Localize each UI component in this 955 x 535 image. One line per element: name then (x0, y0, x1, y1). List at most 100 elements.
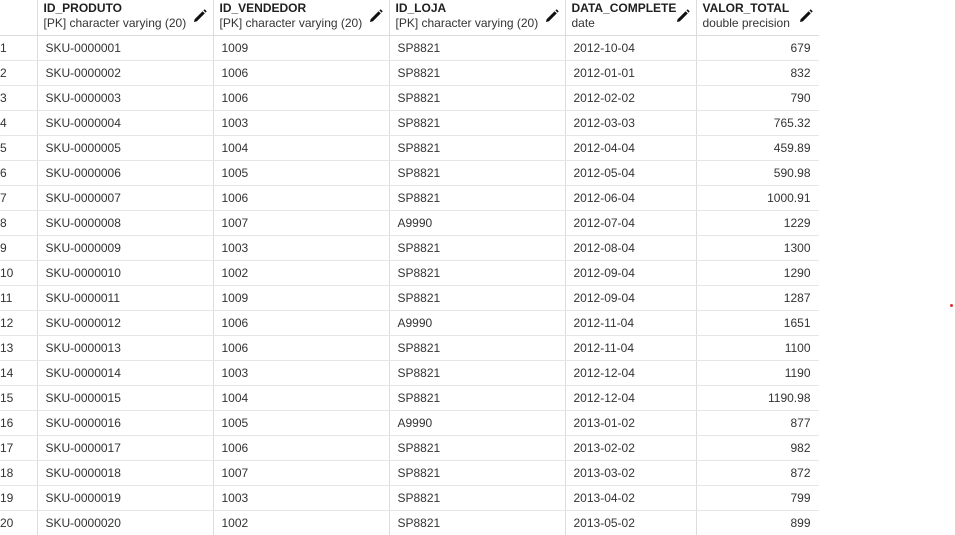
cell-id-loja[interactable]: SP8821 (389, 335, 566, 361)
cell-id-loja[interactable]: SP8821 (389, 160, 566, 186)
cell-id-produto[interactable]: SKU-0000019 (37, 485, 214, 511)
cell-id-vendedor[interactable]: 1009 (213, 285, 390, 311)
cell-id-loja[interactable]: SP8821 (389, 460, 566, 486)
cell-valor-total[interactable]: 790 (696, 85, 819, 111)
row-number-cell[interactable]: 2 (0, 60, 38, 86)
cell-id-loja[interactable]: A9990 (389, 310, 566, 336)
row-number-cell[interactable]: 1 (0, 35, 38, 61)
cell-id-loja[interactable]: SP8821 (389, 385, 566, 411)
cell-id-loja[interactable]: SP8821 (389, 35, 566, 61)
cell-data-complete[interactable]: 2012-09-04 (565, 285, 697, 311)
cell-id-vendedor[interactable]: 1006 (213, 310, 390, 336)
row-number-cell[interactable]: 15 (0, 385, 38, 411)
cell-id-loja[interactable]: SP8821 (389, 185, 566, 211)
cell-id-loja[interactable]: SP8821 (389, 260, 566, 286)
cell-data-complete[interactable]: 2012-11-04 (565, 310, 697, 336)
cell-valor-total[interactable]: 872 (696, 460, 819, 486)
cell-data-complete[interactable]: 2012-12-04 (565, 385, 697, 411)
cell-valor-total[interactable]: 877 (696, 410, 819, 436)
cell-valor-total[interactable]: 1000.91 (696, 185, 819, 211)
table-row[interactable]: 8 SKU-0000008 1007 A9990 2012-07-04 1229 (0, 210, 819, 236)
cell-id-loja[interactable]: SP8821 (389, 60, 566, 86)
cell-data-complete[interactable]: 2012-11-04 (565, 335, 697, 361)
cell-data-complete[interactable]: 2012-07-04 (565, 210, 697, 236)
table-row[interactable]: 12 SKU-0000012 1006 A9990 2012-11-04 1651 (0, 310, 819, 336)
cell-id-vendedor[interactable]: 1003 (213, 360, 390, 386)
row-number-cell[interactable]: 9 (0, 235, 38, 261)
column-header-id-loja[interactable]: ID_LOJA [PK] character varying (20) (389, 0, 566, 36)
cell-id-loja[interactable]: A9990 (389, 410, 566, 436)
table-row[interactable]: 10 SKU-0000010 1002 SP8821 2012-09-04 1290 (0, 260, 819, 286)
cell-valor-total[interactable]: 1190.98 (696, 385, 819, 411)
pencil-icon[interactable] (676, 9, 690, 23)
cell-data-complete[interactable]: 2012-01-01 (565, 60, 697, 86)
cell-id-loja[interactable]: SP8821 (389, 235, 566, 261)
row-number-cell[interactable]: 14 (0, 360, 38, 386)
table-row[interactable]: 6 SKU-0000006 1005 SP8821 2012-05-04 590.98 (0, 160, 819, 186)
cell-id-produto[interactable]: SKU-0000016 (37, 410, 214, 436)
cell-id-vendedor[interactable]: 1004 (213, 385, 390, 411)
cell-id-produto[interactable]: SKU-0000017 (37, 435, 214, 461)
row-number-cell[interactable]: 4 (0, 110, 38, 136)
table-row[interactable]: 15 SKU-0000015 1004 SP8821 2012-12-04 1190.98 (0, 385, 819, 411)
cell-data-complete[interactable]: 2012-10-04 (565, 35, 697, 61)
cell-valor-total[interactable]: 1287 (696, 285, 819, 311)
cell-id-vendedor[interactable]: 1006 (213, 60, 390, 86)
cell-id-vendedor[interactable]: 1006 (213, 185, 390, 211)
cell-valor-total[interactable]: 679 (696, 35, 819, 61)
cell-valor-total[interactable]: 1100 (696, 335, 819, 361)
cell-valor-total[interactable]: 799 (696, 485, 819, 511)
row-number-cell[interactable]: 18 (0, 460, 38, 486)
table-row[interactable]: 20 SKU-0000020 1002 SP8821 2013-05-02 899 (0, 510, 819, 535)
table-row[interactable]: 7 SKU-0000007 1006 SP8821 2012-06-04 1000.91 (0, 185, 819, 211)
cell-id-produto[interactable]: SKU-0000009 (37, 235, 214, 261)
column-header-id-produto[interactable]: ID_PRODUTO [PK] character varying (20) (37, 0, 214, 36)
cell-id-loja[interactable]: SP8821 (389, 485, 566, 511)
table-row[interactable]: 9 SKU-0000009 1003 SP8821 2012-08-04 1300 (0, 235, 819, 261)
pencil-icon[interactable] (799, 9, 813, 23)
cell-id-produto[interactable]: SKU-0000008 (37, 210, 214, 236)
pencil-icon[interactable] (369, 9, 383, 23)
cell-valor-total[interactable]: 459.89 (696, 135, 819, 161)
cell-valor-total[interactable]: 1300 (696, 235, 819, 261)
cell-id-vendedor[interactable]: 1007 (213, 210, 390, 236)
table-row[interactable]: 1 SKU-0000001 1009 SP8821 2012-10-04 679 (0, 35, 819, 61)
table-row[interactable]: 16 SKU-0000016 1005 A9990 2013-01-02 877 (0, 410, 819, 436)
cell-data-complete[interactable]: 2012-09-04 (565, 260, 697, 286)
cell-valor-total[interactable]: 590.98 (696, 160, 819, 186)
row-number-cell[interactable]: 5 (0, 135, 38, 161)
table-row[interactable]: 19 SKU-0000019 1003 SP8821 2013-04-02 799 (0, 485, 819, 511)
cell-id-produto[interactable]: SKU-0000005 (37, 135, 214, 161)
cell-data-complete[interactable]: 2013-02-02 (565, 435, 697, 461)
row-number-cell[interactable]: 6 (0, 160, 38, 186)
cell-id-vendedor[interactable]: 1002 (213, 260, 390, 286)
cell-id-produto[interactable]: SKU-0000012 (37, 310, 214, 336)
column-header-id-vendedor[interactable]: ID_VENDEDOR [PK] character varying (20) (213, 0, 390, 36)
cell-id-produto[interactable]: SKU-0000010 (37, 260, 214, 286)
cell-data-complete[interactable]: 2012-12-04 (565, 360, 697, 386)
row-number-cell[interactable]: 7 (0, 185, 38, 211)
cell-data-complete[interactable]: 2012-06-04 (565, 185, 697, 211)
cell-valor-total[interactable]: 982 (696, 435, 819, 461)
cell-data-complete[interactable]: 2013-03-02 (565, 460, 697, 486)
table-row[interactable]: 17 SKU-0000017 1006 SP8821 2013-02-02 982 (0, 435, 819, 461)
cell-id-loja[interactable]: SP8821 (389, 360, 566, 386)
column-header-valor-total[interactable]: VALOR_TOTAL double precision (696, 0, 819, 36)
cell-id-produto[interactable]: SKU-0000015 (37, 385, 214, 411)
cell-valor-total[interactable]: 1651 (696, 310, 819, 336)
pencil-icon[interactable] (193, 9, 207, 23)
cell-id-produto[interactable]: SKU-0000006 (37, 160, 214, 186)
row-number-cell[interactable]: 10 (0, 260, 38, 286)
row-number-cell[interactable]: 8 (0, 210, 38, 236)
cell-data-complete[interactable]: 2013-01-02 (565, 410, 697, 436)
cell-data-complete[interactable]: 2012-03-03 (565, 110, 697, 136)
cell-id-produto[interactable]: SKU-0000007 (37, 185, 214, 211)
cell-id-loja[interactable]: SP8821 (389, 285, 566, 311)
cell-data-complete[interactable]: 2012-08-04 (565, 235, 697, 261)
row-number-cell[interactable]: 12 (0, 310, 38, 336)
cell-id-produto[interactable]: SKU-0000018 (37, 460, 214, 486)
cell-id-vendedor[interactable]: 1007 (213, 460, 390, 486)
row-number-cell[interactable]: 17 (0, 435, 38, 461)
cell-data-complete[interactable]: 2012-04-04 (565, 135, 697, 161)
cell-id-produto[interactable]: SKU-0000014 (37, 360, 214, 386)
